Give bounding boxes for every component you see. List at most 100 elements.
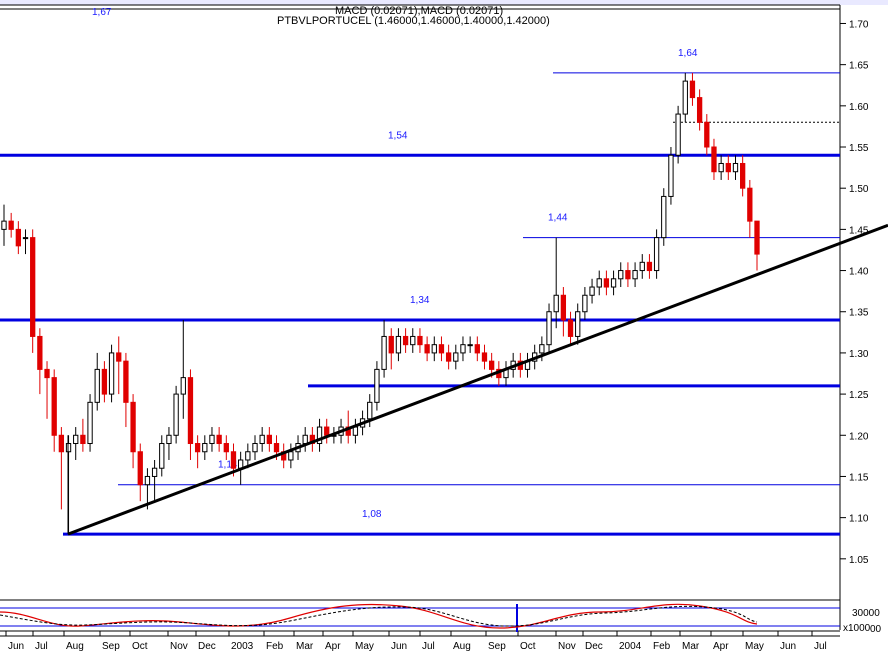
y-tick-label: 1.10 [849,514,869,525]
x-tick-label: Dec [198,641,216,652]
candle-body [603,278,610,288]
y-tick-label: 1.30 [849,349,869,360]
candle-body [288,451,294,461]
candle-body [661,195,667,239]
candle-body [44,368,50,379]
candle-body [410,335,416,346]
candle-body [417,335,423,346]
candle-body [575,311,581,337]
candle-body [438,344,445,354]
y-tick-label: 1.05 [849,555,869,566]
candle-body [553,294,559,313]
x-tick-label: Aug [66,641,84,652]
candle-body [58,434,65,453]
candle-body [582,294,588,313]
candle-body [101,368,108,395]
candles [1,72,760,535]
level-label: 1,34 [410,295,430,306]
candle-body [202,443,208,453]
candle-body [567,319,574,337]
top-panel-label: 1,67 [92,7,112,18]
candle-body [682,80,688,115]
level-label: 1,54 [388,130,408,141]
candle-body [747,187,753,222]
trendline [67,223,888,536]
candle-body [618,270,624,280]
candle-body [546,311,552,346]
y-tick-label: 1.40 [849,267,869,278]
candle-body [108,352,115,395]
support-trendline [67,223,888,536]
candle-body [352,426,359,436]
chart-title: PTBVLPORTUCEL (1.46000,1.46000,1.40000,1… [277,15,550,27]
candle-body [445,352,452,362]
candle-body [632,270,638,280]
candle-body [65,443,72,453]
candle-body [245,451,251,461]
level-label: 1,44 [548,213,568,224]
candle-body [754,220,760,255]
level-label: 1,64 [678,48,698,59]
x-tick-label: Oct [520,641,536,652]
level-label: 1,14 [218,460,238,471]
x-tick-label: Dec [585,641,603,652]
candle-body [596,278,602,288]
macd-tick-label: x1000 [843,623,871,634]
candle-body [94,368,100,403]
candle-body [732,162,739,173]
y-tick-label: 1.50 [849,184,869,195]
horizontal-levels: 1,54 1,34 1,08 1,64 1,44 1,14 [0,48,840,536]
candle-body [725,162,731,173]
signal-line [0,605,758,627]
candle-body [187,377,194,445]
candle-body [453,352,459,362]
x-axis: Jun Jul Aug Sep Oct Nov Dec 2003 Feb Mar Apr May Jun… [0,631,840,652]
candle-body [625,270,631,280]
candle-body [402,335,409,346]
x-tick-label: Jun [391,641,407,652]
candle-body [259,434,265,445]
candle-body [80,434,86,445]
candle-body [8,220,14,230]
y-tick-label: 1.15 [849,472,869,483]
candle-body [646,261,653,272]
x-tick-label: May [745,641,764,652]
y-tick-label: 1.60 [849,102,869,113]
candle-body [467,344,473,347]
candle-body [460,344,466,354]
y-tick-label: 1.70 [849,19,869,30]
candle-body [431,344,437,354]
candle-body [367,401,373,420]
candle-body [173,393,179,436]
indicator-header: MACD (0.02071),MACD (0.02071) [335,5,503,17]
candle-body [37,335,43,370]
x-tick-label: Jul [35,641,48,652]
candle-body [180,377,186,395]
candle-body [51,377,57,436]
x-tick-label: Jul [422,641,435,652]
y-axis: 1.70 1.65 1.60 1.55 1.50 1.45 1.40 1.35 1.30 1.25… [840,19,869,566]
candle-body [73,434,79,445]
candle-body [589,286,595,296]
x-tick-label: Feb [266,641,284,652]
candle-body [689,80,696,99]
candle-body [252,443,258,453]
y-tick-label: 1.25 [849,390,869,401]
top-strip [0,0,888,5]
x-tick-label: Aug [453,641,471,652]
candle-body [316,426,323,445]
candle-body [489,360,495,370]
x-tick-label: Sep [102,641,120,652]
x-tick-label: Mar [682,641,700,652]
candle-body [137,451,143,486]
candle-body [123,360,129,403]
candle-body [216,434,222,445]
macd-line [0,603,758,629]
candle-body [381,335,387,370]
x-tick-label: Nov [170,641,188,652]
candle-body [194,443,201,453]
candle-body [481,352,488,362]
macd-tick-label: 30000 [852,608,880,619]
